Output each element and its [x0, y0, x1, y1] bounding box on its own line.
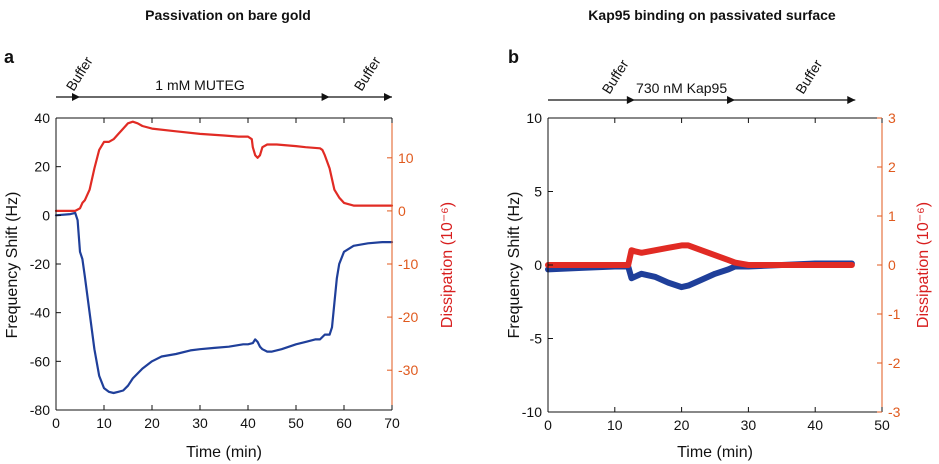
y2-tick-label: 10: [398, 150, 414, 166]
panel-a-title: Passivation on bare gold: [145, 7, 311, 23]
panel-b-annotations: Buffer 730 nM Kap95 Buffer: [548, 56, 856, 104]
y-tick-label: 10: [526, 110, 542, 126]
y2-tick-label: 2: [888, 159, 896, 175]
panel-b-y2label: Dissipation (10⁻⁶): [915, 202, 932, 328]
panel-b-ylabel: Frequency Shift (Hz): [506, 192, 523, 339]
annotation-label: Buffer: [63, 53, 96, 93]
x-tick-label: 70: [384, 415, 400, 431]
annotation-label: Buffer: [598, 56, 631, 96]
y-tick-label: -10: [522, 404, 542, 420]
x-tick-label: 60: [336, 415, 352, 431]
panel-b-letter: b: [508, 47, 519, 67]
arrow-head: [626, 96, 635, 104]
annotation-label: 1 mM MUTEG: [155, 77, 244, 93]
x-tick-label: 50: [288, 415, 304, 431]
arrow-head: [321, 93, 330, 101]
y2-tick-label: 1: [888, 208, 896, 224]
panel-a-ylabel: Frequency Shift (Hz): [4, 192, 21, 339]
x-tick-label: 20: [674, 417, 690, 433]
panel-b: Kap95 binding on passivated surface b Bu…: [506, 7, 932, 461]
y2-tick-label: -1: [888, 306, 901, 322]
annotation-label: Buffer: [792, 56, 825, 96]
arrow-head: [72, 93, 80, 101]
y2-tick-label: -20: [398, 309, 418, 325]
panel-b-title: Kap95 binding on passivated surface: [588, 7, 836, 23]
x-tick-label: 40: [807, 417, 823, 433]
y-tick-label: -60: [30, 353, 50, 369]
y2-tick-label: -10: [398, 256, 418, 272]
y2-tick-label: -3: [888, 404, 901, 420]
y-tick-label: 0: [42, 207, 50, 223]
panel-a-xlabel: Time (min): [186, 444, 262, 461]
arrow-head: [384, 93, 392, 101]
y2-tick-label: 0: [888, 257, 896, 273]
panel-b-xlabel: Time (min): [677, 444, 753, 461]
y-tick-label: 0: [534, 257, 542, 273]
x-tick-label: 40: [240, 415, 256, 431]
x-tick-label: 20: [144, 415, 160, 431]
arrow-head: [727, 96, 736, 104]
series-line-dissipation: [54, 120, 394, 212]
y2-tick-label: -2: [888, 355, 901, 371]
x-tick-label: 50: [874, 417, 890, 433]
arrow-head: [847, 96, 856, 104]
panel-a-letter: a: [4, 47, 15, 67]
panel-a-annotations: Buffer 1 mM MUTEG Buffer: [56, 53, 392, 101]
y2-tick-label: -30: [398, 362, 418, 378]
annotation-label: 730 nM Kap95: [636, 80, 727, 96]
y-tick-label: 20: [34, 159, 50, 175]
panel-a-plot: 0 10 20 30 40 50 60 70 -80 -60 -40 -20 0 20 40 -30 -20 -1…: [30, 110, 419, 431]
x-tick-label: 10: [607, 417, 623, 433]
x-tick-label: 0: [52, 415, 60, 431]
y-tick-label: 40: [34, 110, 50, 126]
panel-a: Passivation on bare gold a Buffer 1 mM MU…: [4, 7, 456, 461]
x-tick-label: 30: [192, 415, 208, 431]
x-tick-label: 0: [544, 417, 552, 433]
x-tick-label: 30: [741, 417, 757, 433]
y-tick-label: -40: [30, 305, 50, 321]
series-line-dissipation: [545, 242, 855, 268]
annotation-label: Buffer: [351, 53, 384, 93]
y-tick-label: -80: [30, 402, 50, 418]
y2-tick-label: 3: [888, 110, 896, 126]
y-tick-label: 5: [534, 184, 542, 200]
x-tick-label: 10: [96, 415, 112, 431]
series-line-frequency: [54, 211, 394, 395]
panel-a-y2label: Dissipation (10⁻⁶): [439, 202, 456, 328]
y2-tick-label: 0: [398, 203, 406, 219]
y-tick-label: -5: [530, 331, 543, 347]
y-tick-label: -20: [30, 256, 50, 272]
